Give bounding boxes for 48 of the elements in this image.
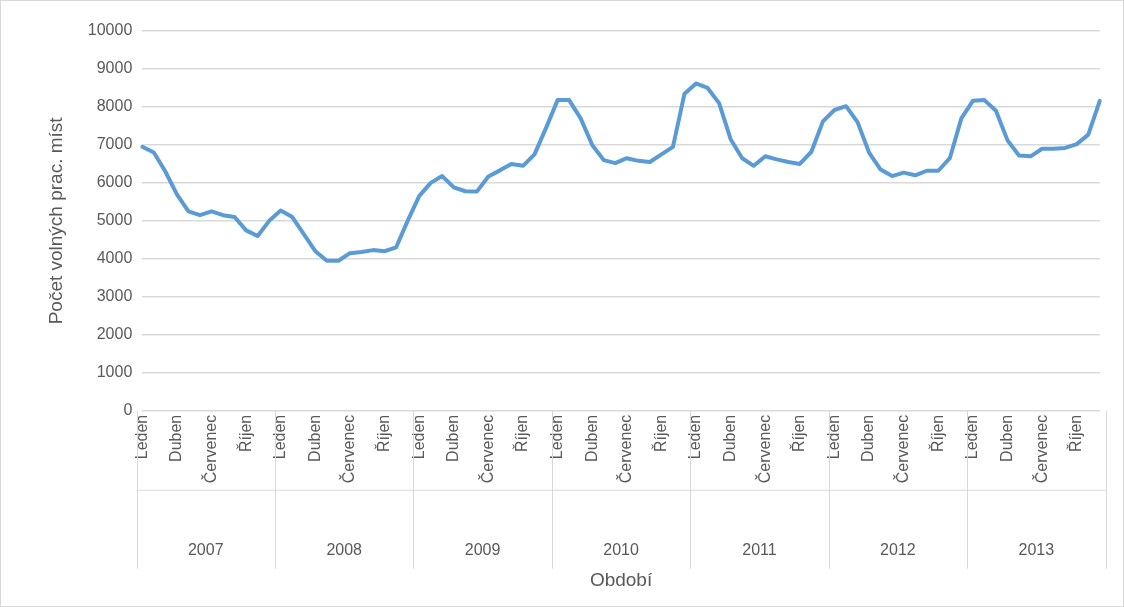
y-tick-label: 3000 <box>96 287 133 305</box>
text: 2008 <box>326 541 363 559</box>
x-tick-label: Červenec <box>893 414 912 484</box>
y-axis-title: Počet volných prac. míst <box>44 116 66 325</box>
text: 2010 <box>603 541 639 559</box>
text: 2012 <box>880 541 916 559</box>
x-tick-label: Duben <box>582 414 600 462</box>
x-tick-label: Duben <box>167 414 185 462</box>
x-tick-label: Leden <box>963 414 981 460</box>
x-tick-label: Červenec <box>339 414 358 484</box>
x-tick-label: Říjen <box>927 414 946 453</box>
x-axis-title: Období <box>589 568 653 590</box>
x-tick-label: Říjen <box>650 414 669 453</box>
x-tick-label: Červenec <box>1031 414 1050 484</box>
y-tick-label: 4000 <box>96 249 133 267</box>
x-tick-label: Říjen <box>789 414 808 453</box>
text: 2013 <box>1018 541 1055 559</box>
x-tick-label: Červenec <box>477 414 496 484</box>
x-tick-label: Říjen <box>512 414 531 453</box>
x-tick-label: Červenec <box>754 414 773 484</box>
x-tick-label: Leden <box>409 414 427 460</box>
y-tick-label: 8000 <box>96 97 133 115</box>
x-tick-label: Leden <box>132 414 150 460</box>
text: 2007 <box>187 541 224 559</box>
y-tick-label: 0 <box>123 401 133 419</box>
y-tick-label: 7000 <box>96 135 133 153</box>
x-tick-label: Říjen <box>235 414 254 453</box>
y-tick-label: 6000 <box>96 173 133 191</box>
x-tick-label: Leden <box>686 414 704 460</box>
y-tick-label: 2000 <box>96 325 133 343</box>
x-tick-label: Leden <box>824 414 842 460</box>
x-tick-label: Duben <box>859 414 877 462</box>
y-tick-label: 5000 <box>96 211 133 229</box>
x-tick-label: Duben <box>721 414 739 462</box>
x-tick-label: Říjen <box>373 414 392 453</box>
text: 2011 <box>742 541 777 559</box>
x-tick-label: Duben <box>444 414 462 462</box>
x-tick-label: Říjen <box>1066 414 1085 453</box>
x-tick-label: Leden <box>548 414 565 460</box>
x-tick-label: Duben <box>305 414 323 462</box>
x-tick-label: Leden <box>271 414 289 460</box>
y-tick-label: 9000 <box>96 59 133 77</box>
text: 2009 <box>464 541 501 559</box>
y-tick-label: 1000 <box>96 363 133 381</box>
x-tick-label: Duben <box>997 414 1015 462</box>
x-tick-label: Červenec <box>200 414 219 484</box>
x-tick-label: Červenec <box>616 414 635 484</box>
y-tick-label: 10000 <box>87 21 133 39</box>
